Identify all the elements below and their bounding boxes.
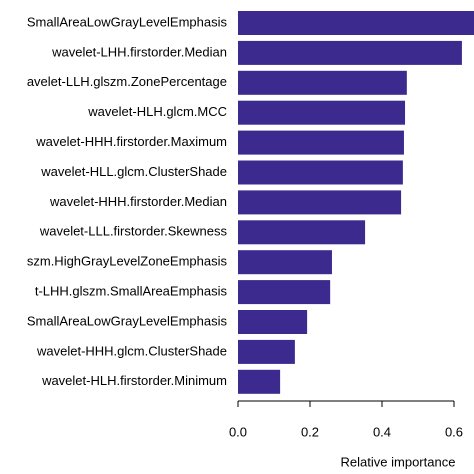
- y-tick-label: wavelet-HLH.glcm.MCC: [87, 104, 227, 119]
- y-tick-label: SmallAreaLowGrayLevelEmphasis: [27, 313, 228, 328]
- y-tick-label: t-LHH.glszm.SmallAreaEmphasis: [35, 284, 228, 299]
- bar: [238, 339, 295, 364]
- bar: [238, 369, 281, 394]
- y-tick-label: wavelet-HHH.firstorder.Median: [49, 194, 227, 209]
- x-axis-label: Relative importance: [341, 454, 456, 469]
- bar: [238, 310, 308, 334]
- bar: [238, 220, 366, 245]
- bar: [238, 130, 404, 155]
- bar: [238, 70, 407, 95]
- y-tick-label: wavelet-LLL.firstorder.Skewness: [39, 224, 228, 239]
- bar: [238, 40, 462, 65]
- bar: [238, 11, 474, 35]
- y-tick-label: avelet-LLH.glszm.ZonePercentage: [27, 74, 227, 89]
- y-tick-label: wavelet-HLL.glcm.ClusterShade: [40, 164, 227, 179]
- bar: [238, 190, 402, 215]
- bar: [238, 280, 331, 305]
- y-tick-label: wavelet-HHH.glcm.ClusterShade: [36, 343, 227, 358]
- bar: [238, 160, 403, 185]
- x-tick-label: 0.6: [445, 424, 463, 439]
- x-tick-label: 0.2: [301, 424, 319, 439]
- y-tick-label: szm.HighGrayLevelZoneEmphasis: [27, 254, 228, 269]
- bar: [238, 100, 406, 125]
- y-tick-label: SmallAreaLowGrayLevelEmphasis: [27, 14, 228, 29]
- x-tick-label: 0.4: [373, 424, 391, 439]
- bar: [238, 250, 332, 275]
- x-tick-label: 0.0: [229, 424, 247, 439]
- y-tick-label: wavelet-LHH.firstorder.Median: [51, 44, 227, 59]
- y-tick-label: wavelet-HLH.firstorder.Minimum: [41, 373, 227, 388]
- y-tick-label: wavelet-HHH.firstorder.Maximum: [35, 134, 227, 149]
